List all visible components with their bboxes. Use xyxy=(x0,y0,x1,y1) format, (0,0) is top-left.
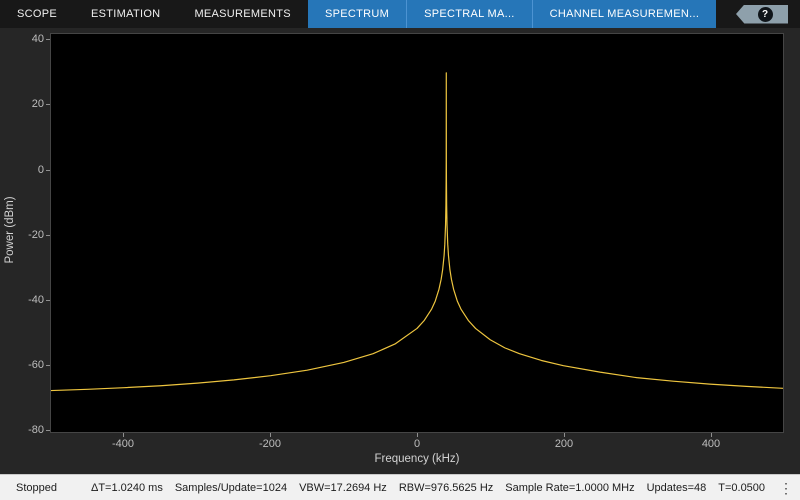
status-bar: Stopped ΔT=1.0240 ms Samples/Update=1024… xyxy=(0,474,800,500)
status-overflow-menu-icon[interactable]: ⋮ xyxy=(779,479,794,496)
status-item-samples: Samples/Update=1024 xyxy=(174,481,288,494)
spectrum-trace-svg xyxy=(51,72,783,392)
y-tick-mark xyxy=(46,39,50,40)
tab-spectral-mask[interactable]: SPECTRAL MA... xyxy=(406,0,532,28)
y-tick-label: -80 xyxy=(28,424,44,436)
y-tick-mark xyxy=(46,365,50,366)
y-tick-label: -20 xyxy=(28,229,44,241)
tab-estimation[interactable]: ESTIMATION xyxy=(91,8,161,20)
x-tick-mark xyxy=(417,433,418,437)
tab-scope[interactable]: SCOPE xyxy=(17,8,58,20)
y-tick-label: 40 xyxy=(31,33,44,45)
x-tick-label: 200 xyxy=(554,438,574,450)
y-tick-label: -60 xyxy=(28,359,44,371)
status-item-vbw: VBW=17.2694 Hz xyxy=(299,481,387,494)
status-item-delta-t: ΔT=1.0240 ms xyxy=(90,481,163,494)
status-item-time: T=0.0500 xyxy=(718,481,766,494)
status-item-updates: Updates=48 xyxy=(646,481,707,494)
y-axis-label: Power (dBm) xyxy=(4,196,16,264)
y-tick-label: -40 xyxy=(28,294,44,306)
x-tick-label: -400 xyxy=(111,438,135,450)
y-tick-mark xyxy=(46,170,50,171)
status-state: Stopped xyxy=(16,481,57,494)
x-tick-label: 0 xyxy=(413,438,421,450)
y-tick-label: 20 xyxy=(31,98,44,110)
tab-measurements[interactable]: MEASUREMENTS xyxy=(194,8,291,20)
spectrum-trace xyxy=(51,72,783,392)
toolstrip: SCOPE ESTIMATION MEASUREMENTS SPECTRUM S… xyxy=(0,0,800,28)
status-item-rbw: RBW=976.5625 Hz xyxy=(398,481,494,494)
tab-spectrum[interactable]: SPECTRUM xyxy=(324,8,390,20)
x-tick-mark xyxy=(123,433,124,437)
x-tick-mark xyxy=(564,433,565,437)
x-axis-label: Frequency (kHz) xyxy=(374,453,460,465)
x-tick-mark xyxy=(270,433,271,437)
y-tick-label: 0 xyxy=(37,164,44,176)
y-tick-mark xyxy=(46,430,50,431)
help-button[interactable]: ? xyxy=(736,4,788,24)
status-item-sample-rate: Sample Rate=1.0000 MHz xyxy=(505,481,635,494)
x-tick-mark xyxy=(711,433,712,437)
x-tick-label: 400 xyxy=(701,438,721,450)
scope-display: 40 20 0 -20 -40 -60 -80 -400 -200 0 200 … xyxy=(0,28,800,474)
tab-channel-measurements[interactable]: CHANNEL MEASUREMEN... xyxy=(531,0,717,28)
x-tick-label: -200 xyxy=(258,438,282,450)
contextual-tab-group: SPECTRUM SPECTRAL MA... CHANNEL MEASUREM… xyxy=(307,0,717,28)
y-tick-mark xyxy=(46,104,50,105)
spectrum-plot xyxy=(50,33,784,433)
y-tick-mark xyxy=(46,235,50,236)
help-icon: ? xyxy=(757,6,773,22)
y-tick-mark xyxy=(46,300,50,301)
toolbar-spacer xyxy=(716,0,736,28)
